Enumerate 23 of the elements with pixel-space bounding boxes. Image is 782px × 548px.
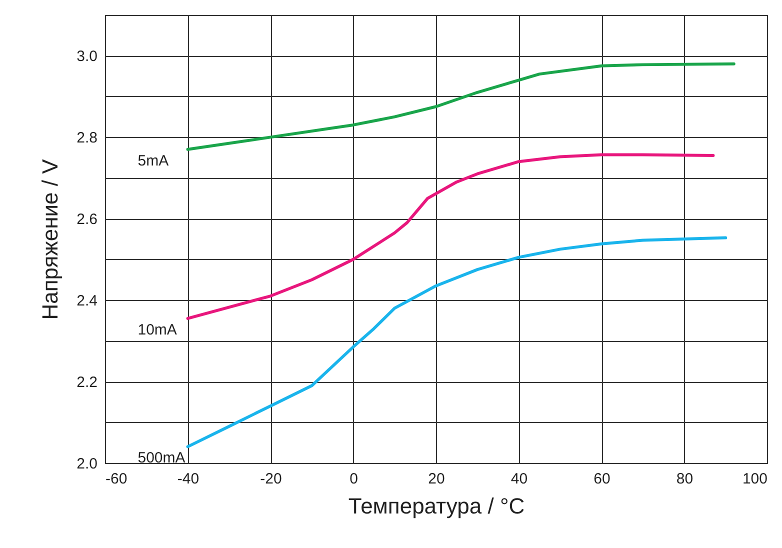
series-label: 10mA: [138, 321, 177, 338]
line-series: [186, 236, 728, 448]
y-tick-label: 2.2: [76, 374, 98, 392]
x-tick-label: 80: [676, 470, 694, 488]
x-axis-title: Температура / °C: [348, 494, 525, 518]
y-tick-label: 2.0: [76, 456, 98, 472]
x-tick-label: 0: [350, 470, 358, 488]
x-tick-label: -60: [106, 470, 128, 488]
y-tick-label: 2.4: [76, 292, 98, 310]
series-label: 500mA: [138, 450, 186, 467]
x-tick-label: 60: [594, 470, 610, 488]
x-tick-label: -20: [260, 470, 282, 488]
x-tick-label: -40: [177, 470, 200, 488]
y-tick-label: 3.0: [76, 48, 98, 66]
series-label: 5mA: [138, 152, 169, 170]
x-tick-label: 40: [510, 470, 528, 488]
x-tick-label: 20: [428, 470, 445, 488]
y-tick-label: 2.6: [76, 211, 98, 228]
y-axis-title: Напряжение / V: [38, 158, 63, 320]
line-series: [186, 153, 715, 320]
y-tick-label: 2.8: [76, 130, 98, 147]
x-tick-label: 100: [742, 470, 768, 488]
line-series: [186, 62, 736, 151]
